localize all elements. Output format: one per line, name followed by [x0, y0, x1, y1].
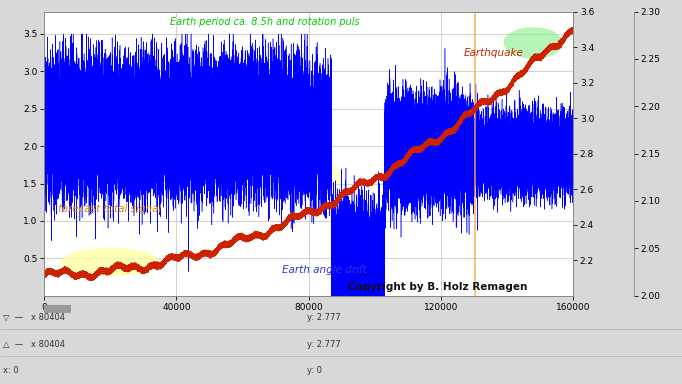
- Text: forecast total signal: forecast total signal: [57, 204, 161, 214]
- Text: △  —   x 80404: △ — x 80404: [3, 339, 65, 349]
- Text: ▽  —   x 80404: ▽ — x 80404: [3, 313, 65, 322]
- Text: Earthquake: Earthquake: [464, 48, 524, 58]
- Text: Earth period ca. 8.5h and rotation puls: Earth period ca. 8.5h and rotation puls: [170, 17, 359, 27]
- Text: Copyright by B. Holz Remagen: Copyright by B. Holz Remagen: [349, 282, 528, 292]
- Ellipse shape: [263, 158, 342, 194]
- Bar: [44, 305, 71, 313]
- Text: y: 2.777: y: 2.777: [307, 339, 340, 349]
- Text: y: 0: y: 0: [307, 366, 322, 375]
- Text: y: 2.777: y: 2.777: [307, 313, 340, 322]
- Text: x: 0: x: 0: [3, 366, 19, 375]
- Text: Earth angle drift: Earth angle drift: [282, 265, 367, 275]
- Ellipse shape: [61, 248, 160, 276]
- Ellipse shape: [503, 27, 563, 59]
